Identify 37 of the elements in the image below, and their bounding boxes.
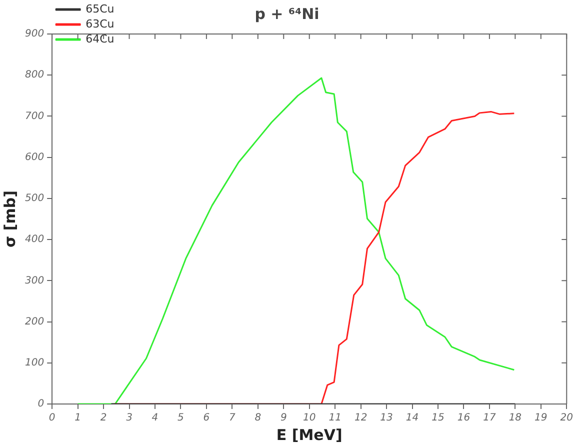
- x-tick-label: 13: [380, 412, 393, 424]
- x-tick-label: 9: [280, 412, 287, 424]
- x-tick-label: 5: [178, 412, 184, 424]
- x-tick-label: 17: [483, 412, 496, 424]
- x-tick-label: 1: [74, 412, 81, 424]
- chart-title: p + ⁶⁴Ni: [254, 4, 320, 23]
- x-tick-label: 4: [152, 412, 158, 424]
- y-tick-label: 600: [24, 152, 44, 163]
- y-axis-title: σ [mb]: [0, 190, 19, 248]
- y-tick-label: 400: [24, 234, 44, 246]
- y-tick-label: 800: [24, 70, 44, 81]
- y-tick-label: 100: [24, 357, 44, 368]
- x-tick-label: 16: [457, 412, 470, 424]
- x-axis-title: E [MeV]: [276, 426, 342, 444]
- x-tick-label: 3: [126, 412, 132, 424]
- legend-label: 64Cu: [86, 32, 114, 46]
- x-tick-label: 2: [100, 412, 107, 424]
- legend-label: 63Cu: [86, 17, 114, 30]
- x-tick-label: 15: [432, 412, 444, 424]
- x-tick-label: 6: [203, 412, 210, 424]
- x-tick-label: 12: [354, 412, 368, 424]
- x-tick-label: 8: [254, 412, 262, 424]
- y-tick-label: 900: [24, 28, 44, 40]
- y-tick-label: 700: [24, 110, 44, 122]
- x-tick-label: 0: [48, 412, 56, 424]
- y-tick-label: 500: [24, 193, 44, 204]
- legend-label: 65Cu: [86, 2, 114, 16]
- y-tick-label: 300: [24, 275, 44, 286]
- x-tick-label: 14: [406, 412, 419, 424]
- x-tick-label: 11: [328, 412, 342, 424]
- x-tick-label: 18: [508, 412, 522, 424]
- x-tick-label: 19: [534, 412, 548, 424]
- x-tick-label: 7: [228, 412, 236, 424]
- x-tick-label: 10: [302, 412, 316, 424]
- y-tick-label: 200: [24, 316, 44, 328]
- y-tick-label: 0: [38, 398, 44, 410]
- x-tick-label: 20: [560, 412, 574, 424]
